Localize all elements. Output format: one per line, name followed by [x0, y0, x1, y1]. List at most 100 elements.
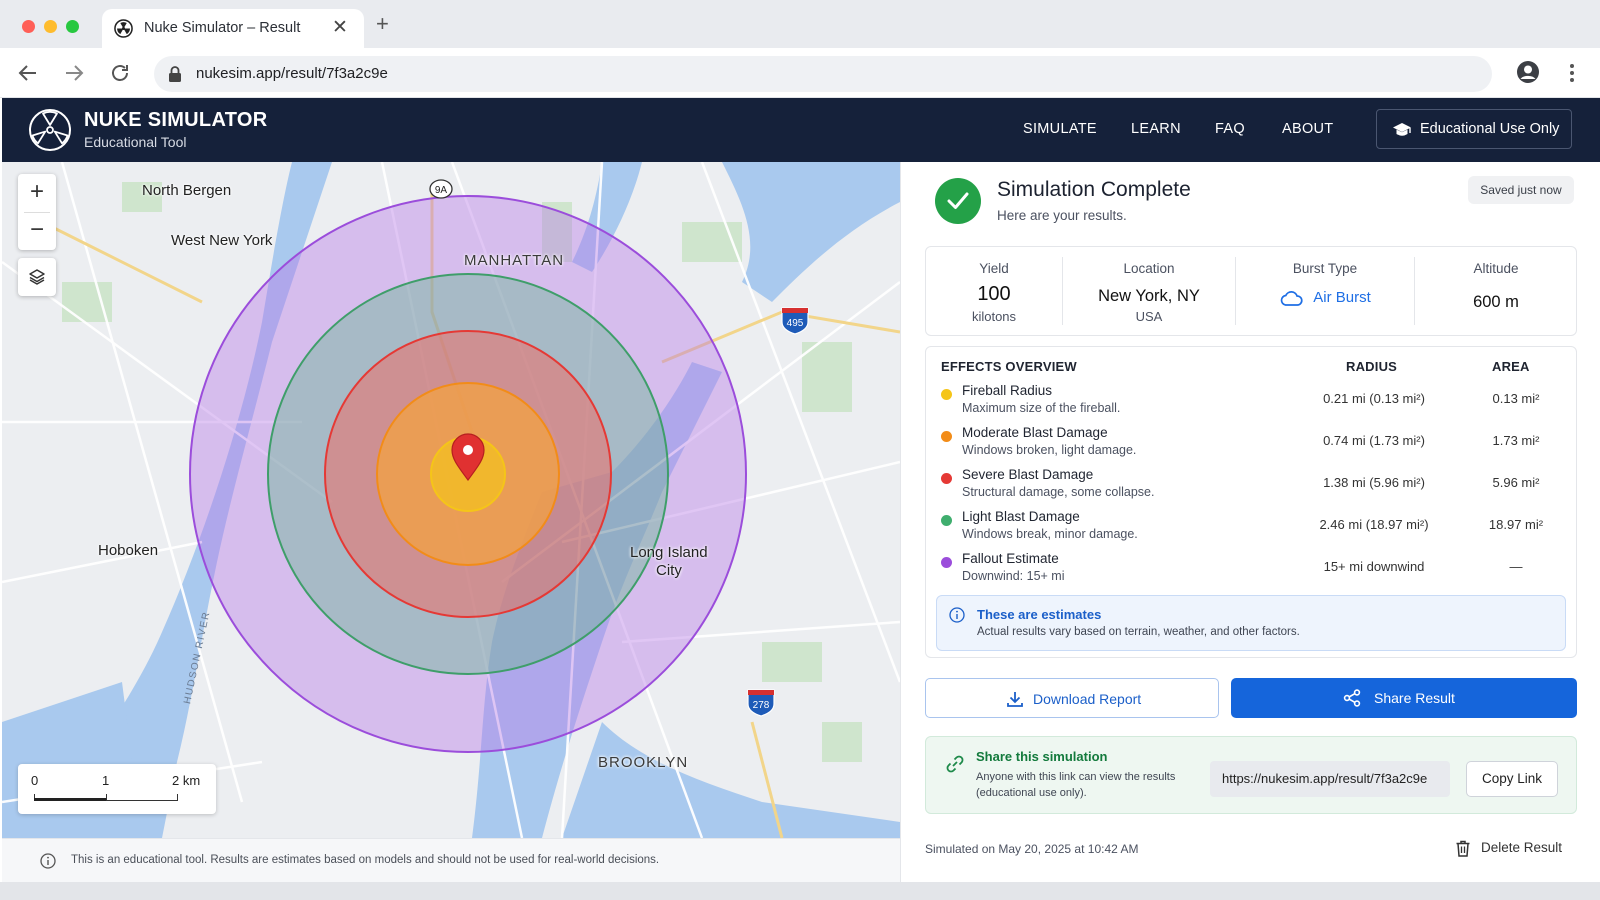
result-title: Simulation Complete [997, 178, 1191, 201]
map-label-brooklyn: BROOKLYN [598, 754, 689, 771]
share-box-text: Anyone with this link can view the resul… [976, 771, 1176, 799]
area-column-header: AREA [1492, 359, 1530, 374]
nav-simulate[interactable]: SIMULATE [1023, 121, 1097, 137]
educational-use-label: Educational Use Only [1420, 121, 1560, 137]
effect-row-fireball: Fireball Radius Maximum size of the fire… [926, 383, 1576, 423]
map-label-hoboken: Hoboken [98, 542, 159, 559]
effect-name: Light Blast Damage [962, 509, 1080, 524]
severe-dot [941, 473, 952, 484]
share-box-title: Share this simulation [976, 749, 1108, 764]
minimize-window-button[interactable] [44, 20, 57, 33]
simulated-timestamp: Simulated on May 20, 2025 at 10:42 AM [925, 842, 1139, 856]
effects-heading: EFFECTS OVERVIEW [941, 359, 1077, 374]
trash-icon [1456, 840, 1470, 857]
stat-burst-type: Burst Type Air Burst [1236, 247, 1414, 335]
burst-label: Burst Type [1292, 261, 1358, 276]
simulation-stats: Yield 100 kilotons Location New York, NY… [925, 246, 1577, 336]
stat-altitude: Altitude 600 m [1415, 247, 1577, 335]
radius-column-header: RADIUS [1346, 359, 1398, 374]
brand-title: NUKE SIMULATOR [84, 109, 268, 131]
effect-area: 1.73 mi² [1492, 433, 1540, 448]
harlem-water [722, 162, 900, 302]
result-panel: Simulation Complete Here are your result… [900, 162, 1600, 882]
effect-area: 5.96 mi² [1492, 475, 1540, 490]
zoom-controls: + − [18, 174, 56, 250]
download-icon [1007, 692, 1023, 707]
nav-about[interactable]: ABOUT [1282, 121, 1334, 137]
effect-row-light: Light Blast Damage Windows break, minor … [926, 509, 1576, 549]
close-window-button[interactable] [22, 20, 35, 33]
layers-icon [29, 269, 45, 285]
address-bar[interactable]: nukesim.app/result/7f3a2c9e [154, 56, 1492, 92]
fireball-dot [941, 389, 952, 400]
hudson-river-water [42, 162, 332, 838]
location-value: New York, NY [1098, 287, 1200, 305]
route-9a-shield [429, 179, 453, 199]
moderate-dot [941, 431, 952, 442]
effect-description: Windows broken, light damage. [962, 443, 1137, 457]
brand-subtitle: Educational Tool [84, 134, 187, 150]
educational-use-button[interactable]: Educational Use Only [1376, 109, 1572, 149]
disclaimer-text: This is an educational tool. Results are… [71, 854, 660, 866]
east-river-water [472, 362, 722, 838]
scale-label-two: 2 km [172, 773, 201, 788]
menu-icon[interactable] [1563, 61, 1581, 85]
effect-name: Moderate Blast Damage [962, 425, 1108, 440]
svg-text:278: 278 [753, 700, 770, 711]
map-view[interactable]: 9A 495 278 North Bergen West New York MA… [2, 162, 900, 838]
scale-label-one: 1 [102, 773, 110, 788]
effect-radius: 0.74 mi (1.73 mi²) [1323, 433, 1425, 448]
info-icon [949, 607, 965, 623]
stat-yield: Yield 100 kilotons [926, 247, 1062, 335]
map-label-city: City [656, 562, 682, 579]
tab-close-icon[interactable]: ✕ [332, 17, 348, 38]
nav-learn[interactable]: LEARN [1131, 121, 1181, 137]
tab-bar: Nuke Simulator – Result ✕ + [0, 0, 1600, 48]
effect-area: — [1509, 559, 1523, 574]
light-dot [941, 515, 952, 526]
copy-link-button[interactable]: Copy Link [1466, 761, 1558, 797]
estimate-title: These are estimates [977, 607, 1102, 622]
lock-icon [169, 66, 181, 82]
zoom-out-button[interactable]: − [29, 216, 44, 243]
share-result-label: Share Result [1374, 690, 1455, 706]
profile-icon[interactable] [1516, 60, 1540, 84]
effect-description: Downwind: 15+ mi [962, 569, 1065, 583]
share-link-field[interactable]: https://nukesim.app/result/7f3a2c9e [1210, 761, 1450, 797]
layers-button[interactable] [18, 258, 56, 296]
effect-row-fallout: Fallout Estimate Downwind: 15+ mi 15+ mi… [926, 551, 1576, 591]
effects-overview: EFFECTS OVERVIEW RADIUS AREA Fireball Ra… [925, 346, 1577, 658]
effect-radius: 1.38 mi (5.96 mi²) [1323, 475, 1425, 490]
radiation-icon [114, 19, 133, 38]
tab-title: Nuke Simulator – Result [144, 20, 301, 36]
download-report-button[interactable]: Download Report [925, 678, 1219, 718]
graduation-cap-icon [1393, 123, 1411, 136]
svg-text:495: 495 [787, 318, 804, 329]
estimate-text: Actual results vary based on terrain, we… [977, 626, 1300, 638]
map-label-north-bergen: North Bergen [142, 182, 232, 199]
new-tab-icon[interactable]: + [376, 11, 389, 36]
cloud-icon [1280, 291, 1303, 306]
scale-label-zero: 0 [31, 773, 39, 788]
maximize-window-button[interactable] [66, 20, 79, 33]
zoom-in-button[interactable]: + [29, 178, 44, 205]
forward-icon[interactable] [62, 61, 86, 85]
effect-description: Structural damage, some collapse. [962, 485, 1155, 499]
delete-result-label: Delete Result [1481, 840, 1563, 855]
effect-name: Severe Blast Damage [962, 467, 1094, 482]
effect-area: 18.97 mi² [1488, 517, 1544, 532]
link-icon [946, 755, 964, 773]
share-result-button[interactable]: Share Result [1231, 678, 1577, 718]
browser-tab[interactable]: Nuke Simulator – Result ✕ [102, 9, 364, 48]
map-disclaimer: This is an educational tool. Results are… [2, 838, 900, 882]
download-report-label: Download Report [1033, 691, 1142, 707]
yield-label: Yield [979, 261, 1009, 276]
delete-result-button[interactable]: Delete Result [1455, 837, 1577, 861]
reload-icon[interactable] [108, 61, 132, 85]
back-icon[interactable] [16, 61, 40, 85]
nav-faq[interactable]: FAQ [1215, 121, 1245, 137]
success-check-icon [935, 178, 981, 224]
saved-badge: Saved just now [1468, 176, 1574, 204]
effect-description: Windows break, minor damage. [962, 527, 1138, 541]
